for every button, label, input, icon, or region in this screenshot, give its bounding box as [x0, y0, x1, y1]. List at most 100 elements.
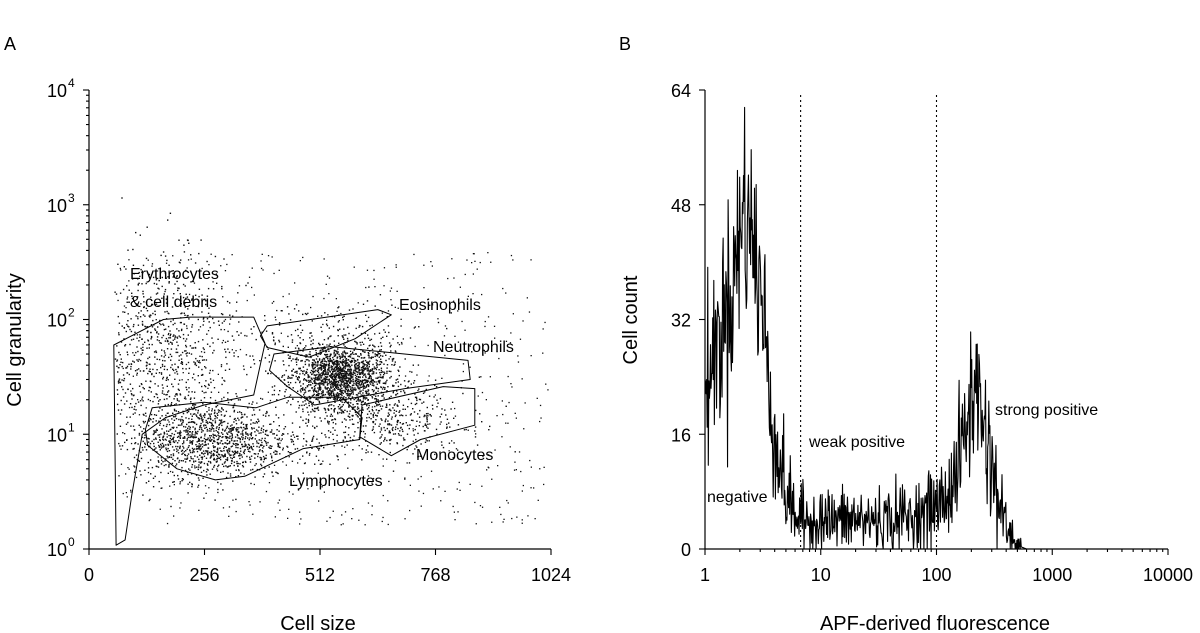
scatter-point	[484, 320, 486, 323]
scatter-point	[376, 383, 378, 385]
scatter-point	[141, 436, 143, 439]
scatter-point	[474, 430, 476, 432]
scatter-point	[243, 450, 246, 452]
scatter-point	[375, 398, 378, 400]
scatter-point	[252, 468, 254, 471]
scatter-point	[234, 450, 236, 452]
scatter-point	[377, 381, 379, 383]
scatter-point	[374, 305, 376, 307]
scatter-point	[172, 437, 174, 440]
scatter-point	[130, 365, 132, 368]
scatter-point	[196, 433, 198, 435]
scatter-point	[302, 445, 304, 447]
scatter-point	[326, 319, 328, 321]
scatter-point	[232, 427, 234, 429]
scatter-point	[276, 438, 278, 441]
scatter-point	[153, 375, 155, 378]
scatter-point	[543, 466, 545, 468]
scatter-point	[336, 356, 339, 358]
scatter-point	[219, 447, 221, 449]
scatter-point	[159, 342, 161, 344]
scatter-point	[330, 391, 332, 394]
scatter-point	[310, 340, 312, 342]
region-label-weak-positive: weak positive	[808, 434, 905, 451]
scatter-point	[122, 361, 124, 364]
scatter-point	[335, 386, 337, 389]
scatter-point	[359, 376, 361, 378]
scatter-point	[332, 356, 334, 359]
scatter-point	[423, 287, 425, 289]
scatter-point	[245, 445, 247, 447]
scatter-point	[272, 433, 274, 435]
scatter-point	[336, 434, 338, 436]
scatter-point	[336, 440, 338, 442]
scatter-point	[229, 448, 231, 450]
scatter-point	[357, 365, 359, 367]
scatter-point	[320, 388, 322, 390]
scatter-point	[350, 374, 352, 377]
scatter-point	[426, 416, 428, 419]
scatter-point	[228, 506, 231, 508]
scatter-point	[366, 364, 368, 367]
scatter-point	[414, 403, 417, 406]
scatter-point	[410, 419, 413, 421]
scatter-point	[197, 440, 200, 442]
scatter-point	[323, 370, 325, 372]
scatter-point	[349, 372, 351, 375]
scatter-point	[341, 411, 343, 413]
scatter-point	[187, 427, 189, 429]
scatter-point	[215, 435, 218, 437]
scatter-point	[509, 342, 512, 344]
scatter-point	[328, 367, 330, 369]
scatter-point	[332, 389, 334, 391]
scatter-point	[193, 461, 195, 463]
gate-label-eosinophils: Eosinophils	[399, 297, 481, 314]
scatter-point	[386, 316, 388, 318]
scatter-point	[201, 390, 204, 392]
scatter-point	[326, 378, 328, 380]
scatter-point	[147, 330, 149, 332]
scatter-point	[304, 462, 306, 464]
scatter-point	[514, 461, 516, 463]
scatter-point	[247, 282, 249, 284]
scatter-point	[147, 339, 149, 341]
scatter-point	[309, 397, 312, 399]
scatter-point	[316, 365, 318, 367]
scatter-point	[343, 366, 345, 368]
scatter-point	[389, 432, 391, 434]
scatter-point	[194, 436, 196, 439]
scatter-point	[326, 376, 329, 378]
scatter-point	[358, 362, 361, 364]
scatter-point	[409, 414, 412, 416]
scatter-point	[223, 455, 225, 457]
scatter-point	[365, 286, 367, 289]
scatter-point	[341, 355, 343, 357]
scatter-point	[342, 523, 344, 525]
scatter-point	[119, 381, 121, 383]
scatter-point	[297, 462, 299, 464]
scatter-point	[430, 470, 433, 472]
scatter-point	[344, 372, 346, 374]
scatter-point	[224, 348, 226, 351]
scatter-point	[233, 421, 235, 423]
scatter-point	[243, 452, 245, 455]
scatter-point	[287, 381, 289, 383]
scatter-point	[305, 356, 307, 358]
scatter-point	[157, 333, 160, 335]
scatter-point	[258, 426, 260, 428]
scatter-point	[414, 326, 416, 328]
scatter-point	[336, 374, 339, 376]
scatter-point	[327, 371, 329, 373]
scatter-point	[136, 359, 138, 361]
scatter-point	[373, 345, 375, 347]
scatter-point	[136, 334, 139, 336]
scatter-point	[364, 382, 366, 384]
scatter-point	[302, 419, 304, 422]
scatter-point	[223, 462, 226, 464]
scatter-point	[267, 348, 269, 350]
scatter-point	[267, 441, 269, 444]
scatter-point	[182, 372, 184, 374]
scatter-point	[210, 418, 212, 421]
scatter-point	[255, 429, 258, 431]
x-tick-label: 1000	[1032, 565, 1072, 585]
